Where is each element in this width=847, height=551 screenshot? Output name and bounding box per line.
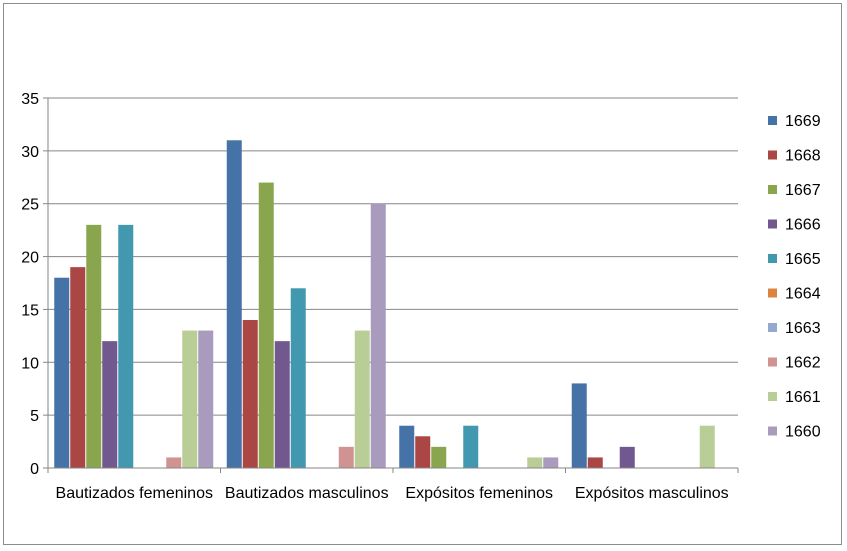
legend-swatch (768, 254, 777, 263)
bar-1669-4 (571, 383, 587, 468)
legend-label: 1664 (785, 286, 821, 303)
y-tick-label: 20 (21, 250, 39, 267)
bar-1661-2 (354, 330, 370, 468)
y-tick-label: 0 (30, 461, 39, 478)
bar-1669-2 (226, 140, 242, 469)
bar-1660-1 (198, 330, 214, 468)
bar-1667-3 (431, 446, 447, 468)
y-tick-label: 30 (21, 144, 39, 161)
legend-label: 1662 (785, 355, 821, 372)
y-tick-label: 5 (30, 408, 39, 425)
legend-swatch (768, 392, 777, 401)
bar-1665-2 (290, 288, 306, 468)
legend-label: 1668 (785, 148, 821, 165)
legend-swatch (768, 185, 777, 194)
legend-swatch (768, 288, 777, 298)
y-tick-label: 25 (21, 197, 39, 214)
legend-label: 1665 (785, 251, 821, 268)
bar-1661-1 (182, 330, 198, 468)
bar-1666-1 (102, 341, 118, 468)
y-tick-label: 35 (21, 91, 39, 108)
bar-1667-2 (258, 182, 274, 469)
bar-1661-4 (699, 425, 715, 468)
bar-1668-3 (415, 436, 431, 468)
y-tick-label: 10 (21, 355, 39, 372)
x-category-label: Bautizados femeninos (56, 485, 213, 502)
y-axis: 0 5 10 15 20 25 30 35 (21, 91, 49, 478)
bar-1665-1 (118, 224, 134, 468)
x-axis: Bautizados femeninos Bautizados masculino… (47, 467, 739, 502)
bar-1665-3 (463, 425, 479, 468)
legend: 1669 1668 1667 1666 1665 1664 1663 1662 1661 1660 (768, 113, 821, 441)
chart-frame: 0 5 10 15 20 25 30 35 Bautizados femeninos Bauti… (3, 3, 842, 545)
x-category-label: Bautizados masculinos (225, 485, 389, 502)
legend-label: 1661 (785, 389, 821, 406)
legend-label: 1663 (785, 320, 821, 337)
bar-1662-2 (338, 446, 354, 468)
legend-label: 1660 (785, 424, 821, 441)
legend-swatch (768, 219, 777, 229)
bar-1669-1 (54, 277, 70, 468)
bar-1662-1 (166, 457, 182, 468)
bars (54, 140, 715, 469)
bar-1667-1 (86, 224, 102, 468)
bar-1669-3 (399, 425, 415, 468)
legend-label: 1666 (785, 217, 821, 234)
legend-swatch (768, 323, 777, 332)
legend-label: 1667 (785, 182, 821, 199)
gridlines (48, 97, 738, 416)
bar-1668-1 (70, 267, 86, 468)
x-category-label: Expósitos masculinos (575, 485, 729, 502)
bar-1666-4 (619, 446, 635, 468)
bar-1668-2 (242, 320, 258, 468)
bar-1660-2 (370, 203, 386, 468)
bar-1666-2 (274, 341, 290, 468)
bar-1668-4 (587, 457, 603, 468)
legend-swatch (768, 426, 777, 436)
legend-swatch (768, 357, 777, 367)
legend-swatch (768, 150, 777, 160)
bar-1661-3 (527, 457, 543, 468)
y-tick-label: 15 (21, 302, 39, 319)
legend-swatch (768, 116, 777, 125)
x-category-label: Expósitos femeninos (405, 485, 553, 502)
bar-1660-3 (543, 457, 559, 468)
legend-label: 1669 (785, 113, 821, 130)
